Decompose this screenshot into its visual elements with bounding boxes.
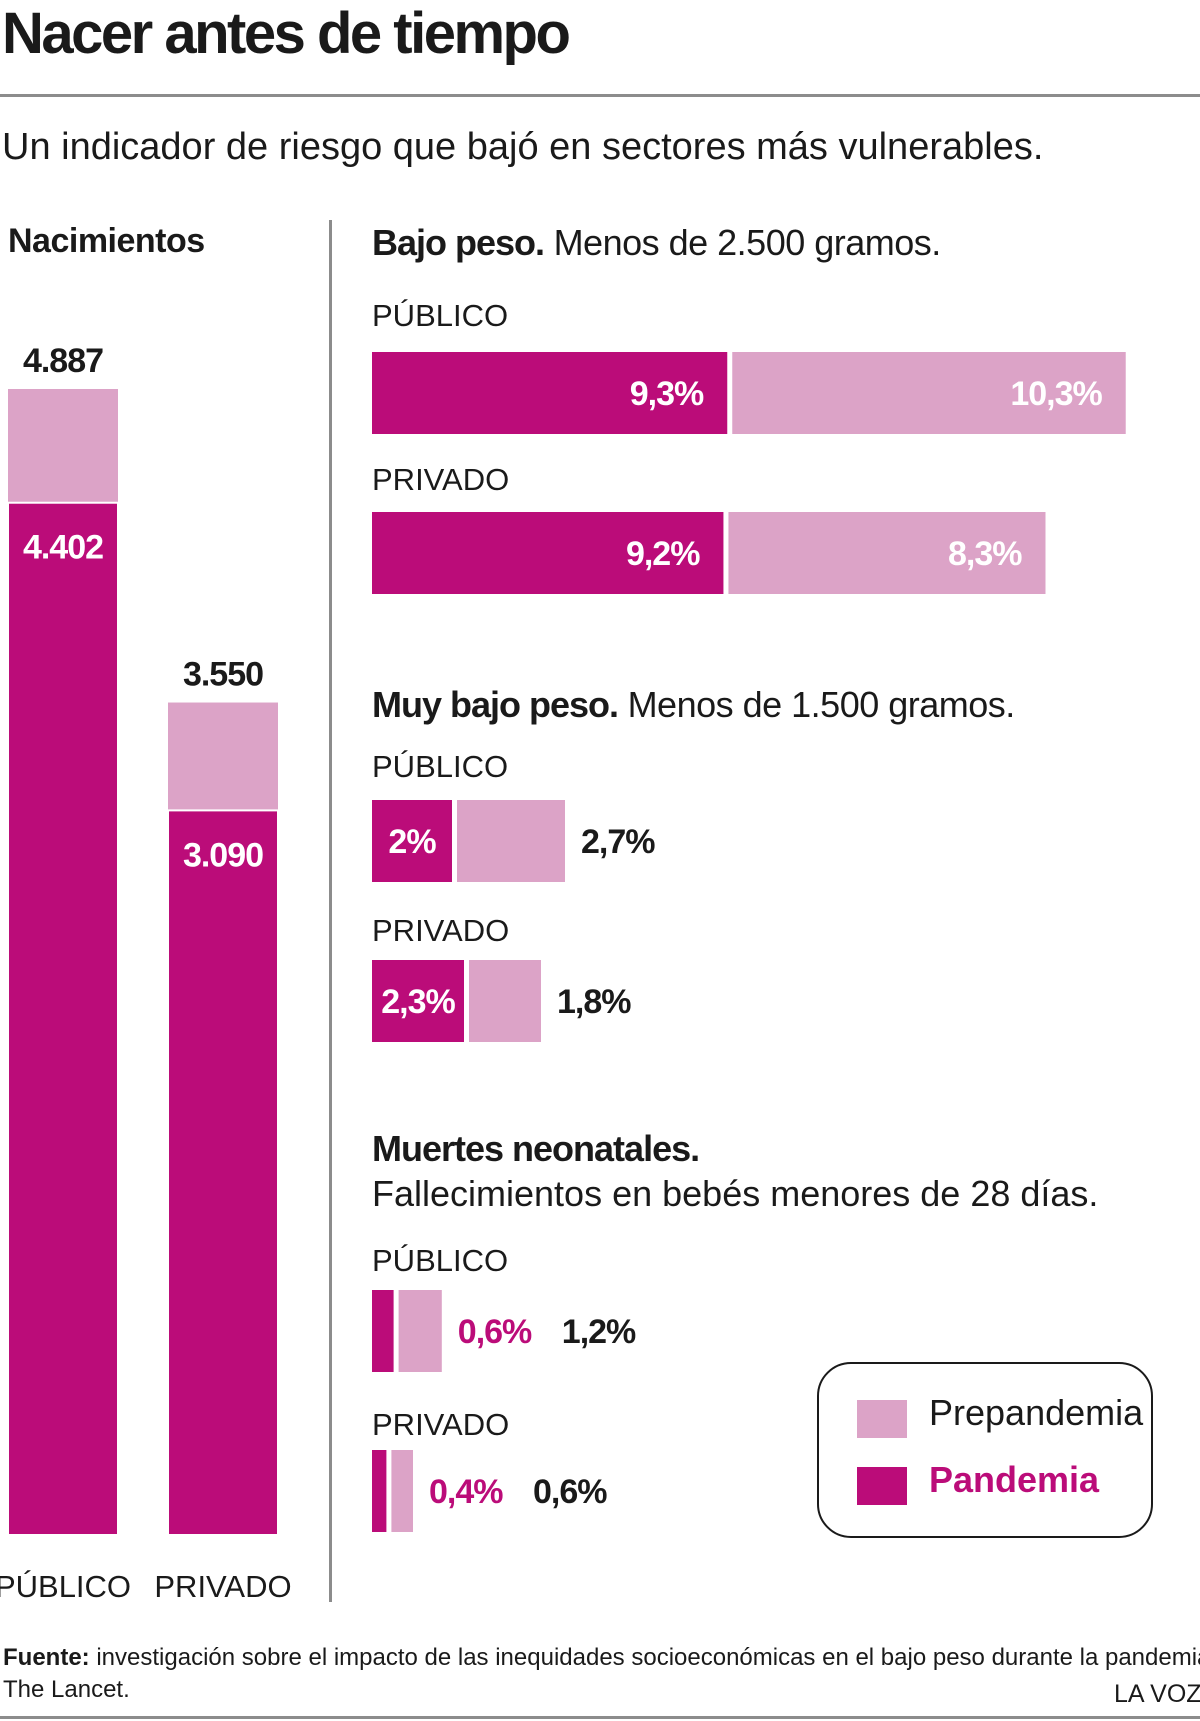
low-weight-chart-bar-pandemia-pblico xyxy=(372,352,728,434)
low-weight-private-label: PRIVADO xyxy=(372,462,510,497)
neonatal-deaths-heading: Muertes neonatales. xyxy=(372,1128,700,1169)
very-low-weight-public-label: PÚBLICO xyxy=(372,749,509,784)
very-low-weight-chart-label-prepandemia-pblico: 2,7% xyxy=(581,823,655,861)
page-subtitle: Un indicador de riesgo que bajó en secto… xyxy=(2,126,1044,168)
neonatal-deaths-subtitle: Fallecimientos en bebés menores de 28 dí… xyxy=(372,1173,1099,1214)
low-weight-chart-label-pandemia-privado: 9,2% xyxy=(626,535,700,573)
low-weight-chart: 9,3% 10,3% 9,2% 8,3% xyxy=(372,352,1126,594)
source-note-line2: The Lancet. xyxy=(3,1676,130,1703)
legend-swatch-prepandemia xyxy=(857,1400,907,1438)
very-low-weight-chart-bar-prepandemia-privado xyxy=(469,960,541,1042)
births-label-prepandemia-pblico: 4.887 xyxy=(23,342,103,380)
births-category-privado: PRIVADO xyxy=(154,1569,291,1604)
very-low-weight-private-label: PRIVADO xyxy=(372,913,510,948)
low-weight-chart-label-prepandemia-privado: 8,3% xyxy=(948,535,1022,573)
low-weight-heading: Bajo peso. Menos de 2.500 gramos. xyxy=(372,222,941,263)
very-low-weight-chart-bar-prepandemia-pblico xyxy=(457,800,565,882)
low-weight-chart-label-prepandemia-pblico: 10,3% xyxy=(1010,375,1102,413)
births-category-pblico: PÚBLICO xyxy=(0,1569,131,1604)
vertical-divider xyxy=(329,220,332,1602)
neonatal-chart-label-prepandemia-privado: 0,6% xyxy=(533,1473,607,1511)
neonatal-deaths-chart: 0,6% 1,2% 0,4% 0,6% xyxy=(372,1290,637,1532)
very-low-weight-heading: Muy bajo peso. Menos de 1.500 gramos. xyxy=(372,684,1015,725)
legend-swatch-pandemia xyxy=(857,1467,907,1505)
births-label-prepandemia-privado: 3.550 xyxy=(183,656,263,694)
brand-logo-text: LA VOZ xyxy=(1114,1680,1200,1708)
neonatal-chart-bar-prepandemia-privado xyxy=(391,1450,413,1532)
births-bar-pandemia-pblico xyxy=(7,501,119,1537)
very-low-weight-chart-bar-pandemia-privado xyxy=(372,960,464,1042)
footer-divider xyxy=(0,1716,1200,1719)
very-low-weight-chart-label-pandemia-privado: 2,3% xyxy=(381,983,455,1021)
low-weight-chart-bar-prepandemia-privado xyxy=(728,512,1046,594)
neonatal-deaths-public-label: PÚBLICO xyxy=(372,1243,509,1278)
very-low-weight-chart: 2% 2,7% 2,3% 1,8% xyxy=(372,800,656,1042)
very-low-weight-chart-label-pandemia-pblico: 2% xyxy=(388,823,436,861)
very-low-weight-chart-label-prepandemia-privado: 1,8% xyxy=(557,983,631,1021)
chart-legend: Prepandemia Pandemia xyxy=(817,1362,1153,1538)
low-weight-chart-label-pandemia-pblico: 9,3% xyxy=(630,375,704,413)
neonatal-chart-label-prepandemia-pblico: 1,2% xyxy=(562,1313,636,1351)
births-heading: Nacimientos xyxy=(8,222,205,260)
page-title: Nacer antes de tiempo xyxy=(2,1,571,66)
neonatal-chart-bar-prepandemia-pblico xyxy=(398,1290,442,1372)
neonatal-chart-bar-pandemia-privado xyxy=(372,1450,387,1532)
births-chart: 4.887 4.402 PÚBLICO 3.550 3.090 PRIVADO xyxy=(0,342,292,1604)
low-weight-chart-bar-prepandemia-pblico xyxy=(732,352,1126,434)
header-divider xyxy=(0,94,1200,97)
source-note: Fuente: investigación sobre el impacto d… xyxy=(3,1644,1200,1671)
very-low-weight-chart-bar-pandemia-pblico xyxy=(372,800,452,882)
births-label-pandemia-privado: 3.090 xyxy=(183,836,263,874)
neonatal-chart-label-pandemia-privado: 0,4% xyxy=(429,1473,503,1511)
births-bar-pandemia-privado xyxy=(167,809,279,1536)
births-label-pandemia-pblico: 4.402 xyxy=(23,529,103,567)
neonatal-deaths-private-label: PRIVADO xyxy=(372,1407,510,1442)
neonatal-chart-label-pandemia-pblico: 0,6% xyxy=(458,1313,532,1351)
neonatal-chart-bar-pandemia-pblico xyxy=(372,1290,394,1372)
low-weight-chart-bar-pandemia-privado xyxy=(372,512,724,594)
low-weight-public-label: PÚBLICO xyxy=(372,298,509,333)
legend-label-prepandemia: Prepandemia xyxy=(929,1392,1144,1433)
legend-label-pandemia: Pandemia xyxy=(929,1459,1100,1500)
